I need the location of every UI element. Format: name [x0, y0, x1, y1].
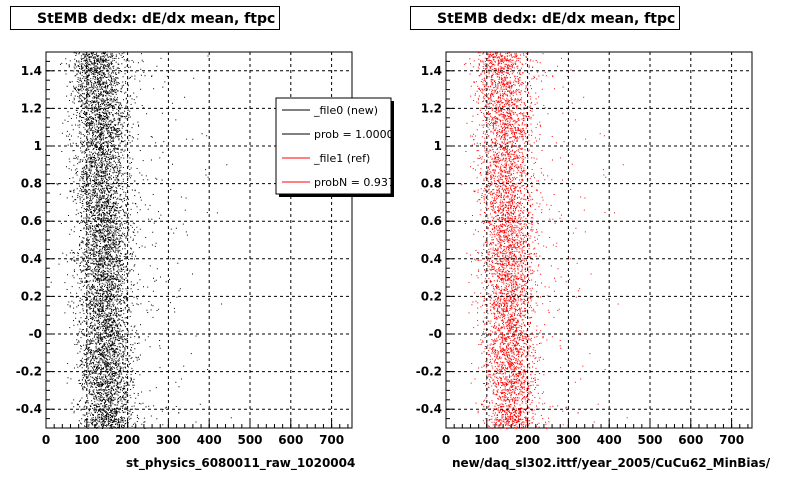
right-ytick-label-2: -0 — [429, 327, 442, 341]
chart-title-right: StEMB dedx: dE/dx mean, ftpc — [410, 6, 680, 30]
left-ytick-label-3: 0.2 — [21, 289, 42, 303]
legend-box: _file0 (new) prob = 1.000000 _file1 (ref) p… — [275, 97, 416, 197]
left-xtick-label-2: 200 — [115, 433, 140, 447]
right-ytick-label-0: -0.4 — [416, 402, 442, 416]
right-ytick-label-6: 0.8 — [421, 177, 442, 191]
left-xtick-label-4: 400 — [197, 433, 222, 447]
right-xtick-label-2: 200 — [515, 433, 540, 447]
legend-entry-2: _file1 (ref) — [313, 152, 370, 165]
legend-entry-3: probN = 0.937380 — [314, 176, 416, 189]
left-ytick-label-7: 1 — [34, 139, 42, 153]
right-xtick-label-0: 0 — [442, 433, 450, 447]
right-xtick-label-3: 300 — [556, 433, 581, 447]
right-xtick-label-5: 500 — [637, 433, 662, 447]
right-xtick-label-1: 100 — [474, 433, 499, 447]
left-ytick-label-5: 0.6 — [21, 214, 42, 228]
x-axis-label-left: st_physics_6080011_raw_1020004 — [126, 456, 356, 470]
left-ytick-label-6: 0.8 — [21, 177, 42, 191]
left-xtick-label-0: 0 — [42, 433, 50, 447]
right-xtick-label-4: 400 — [597, 433, 622, 447]
legend-frame — [275, 97, 392, 195]
chart-title-left: StEMB dedx: dE/dx mean, ftpc — [10, 6, 280, 30]
left-ytick-label-4: 0.4 — [21, 252, 42, 266]
right-ytick-label-5: 0.6 — [421, 214, 442, 228]
left-ytick-label-1: -0.2 — [16, 365, 42, 379]
left-ytick-label-9: 1.4 — [21, 64, 42, 78]
left-xtick-label-3: 300 — [156, 433, 181, 447]
right-ytick-label-7: 1 — [434, 139, 442, 153]
right-ytick-label-4: 0.4 — [421, 252, 442, 266]
right-xtick-label-6: 600 — [678, 433, 703, 447]
right-ytick-label-8: 1.2 — [421, 101, 442, 115]
left-xtick-label-6: 600 — [278, 433, 303, 447]
right-ytick-label-3: 0.2 — [421, 289, 442, 303]
left-xtick-label-1: 100 — [74, 433, 99, 447]
left-ytick-label-0: -0.4 — [16, 402, 42, 416]
left-ytick-label-8: 1.2 — [21, 101, 42, 115]
right-xtick-label-7: 700 — [719, 433, 744, 447]
right-ytick-label-9: 1.4 — [421, 64, 442, 78]
right-ytick-label-1: -0.2 — [416, 365, 442, 379]
left-xtick-label-7: 700 — [319, 433, 344, 447]
x-axis-label-right: new/daq_sl302.ittf/year_2005/CuCu62_MinB… — [452, 456, 771, 470]
left-xtick-label-5: 500 — [237, 433, 262, 447]
legend-entry-0: _file0 (new) — [313, 104, 378, 117]
legend-entry-1: prob = 1.000000 — [314, 128, 408, 141]
left-ytick-label-2: -0 — [29, 327, 42, 341]
